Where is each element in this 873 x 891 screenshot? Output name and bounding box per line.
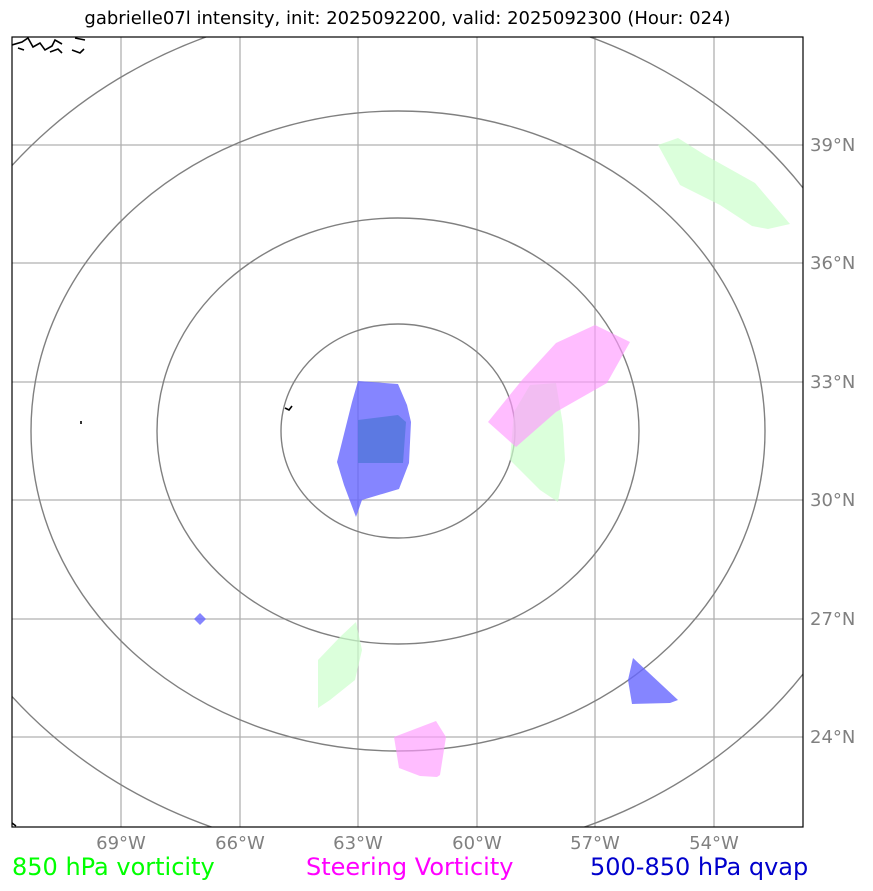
coastline: [12, 37, 293, 827]
gridlines: [12, 37, 803, 827]
steering-vorticity-area: [488, 325, 630, 447]
range-ring-2: [156, 217, 640, 645]
chart-title: gabrielle07l intensity, init: 2025092200…: [84, 8, 731, 29]
legend-vorticity-850: 850 hPa vorticity: [12, 853, 215, 881]
coastline-bermuda: [284, 405, 293, 412]
coastline-fragment: [12, 822, 17, 827]
legend-qvap: 500-850 hPa qvap: [590, 853, 809, 881]
lat-tick-label: 33°N: [810, 372, 855, 393]
lat-tick-label: 24°N: [810, 727, 855, 748]
lon-tick-label: 60°W: [452, 833, 502, 854]
lon-tick-label: 54°W: [689, 833, 739, 854]
legend-steering-vorticity: Steering Vorticity: [306, 853, 514, 881]
plot-frame: [11, 36, 804, 828]
lat-tick-label: 30°N: [810, 490, 855, 511]
qvap-area: [628, 658, 678, 704]
lat-tick-label: 39°N: [810, 135, 855, 156]
lon-tick-labels: 69°W 66°W 63°W 60°W 57°W 54°W: [96, 833, 739, 854]
lon-tick-label: 63°W: [333, 833, 383, 854]
steering-vorticity-area: [394, 721, 446, 777]
lat-tick-label: 27°N: [810, 609, 855, 630]
steering-vorticity-areas: [394, 325, 630, 777]
lat-tick-labels: 39°N 36°N 33°N 30°N 27°N 24°N: [810, 135, 855, 748]
coastline-nova-scotia: [12, 37, 86, 54]
qvap-areas: [194, 381, 678, 704]
lon-tick-label: 57°W: [570, 833, 620, 854]
qvap-area-core: [358, 415, 406, 463]
vorticity-850-area: [318, 622, 362, 708]
lat-tick-label: 36°N: [810, 253, 855, 274]
vorticity-850-area: [658, 138, 790, 229]
qvap-area: [194, 613, 206, 625]
lon-tick-label: 69°W: [96, 833, 146, 854]
lon-tick-label: 66°W: [215, 833, 265, 854]
